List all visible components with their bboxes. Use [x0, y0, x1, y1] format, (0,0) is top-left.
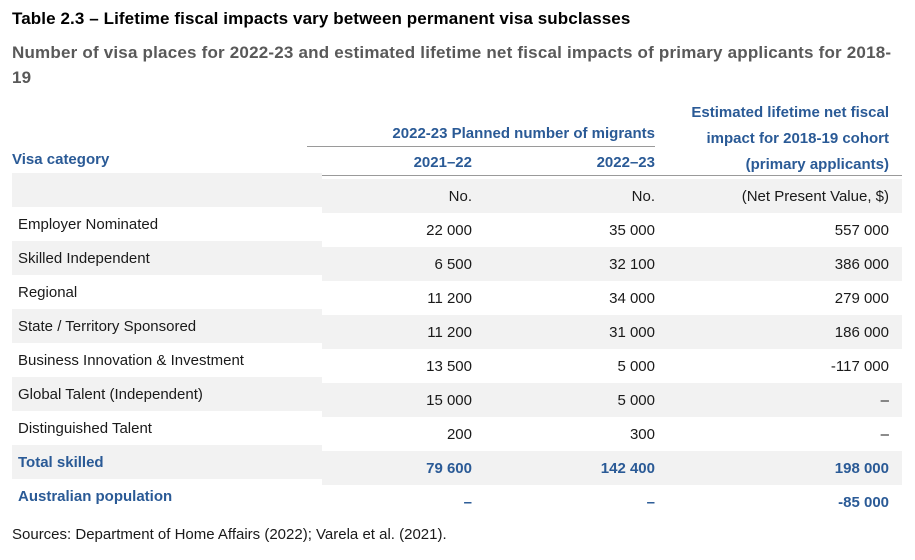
- visa-category-cell: State / Territory Sponsored: [12, 309, 322, 343]
- units-cell: No.: [472, 179, 655, 213]
- source-note: Sources: Department of Home Affairs (202…: [12, 526, 447, 543]
- units-row: No. No. (Net Present Value, $): [12, 173, 902, 213]
- value-cell: 5 000: [472, 383, 655, 417]
- visa-category-cell: Distinguished Talent: [18, 419, 152, 437]
- value-cell: 22 000: [426, 221, 472, 239]
- visa-category-header: Visa category: [12, 151, 110, 168]
- value-cell: 11 200: [322, 315, 472, 349]
- value-cell: 31 000: [472, 315, 655, 349]
- visa-category-cell: Skilled Independent: [12, 241, 322, 275]
- visa-category-cell: Global Talent (Independent): [12, 377, 322, 411]
- value-cell: 186 000: [655, 315, 902, 349]
- value-cell: 11 200: [427, 289, 472, 307]
- value-cell: 79 600: [322, 451, 472, 485]
- value-cell: -117 000: [830, 357, 889, 375]
- fiscal-header-line: Estimated lifetime net fiscal: [691, 104, 889, 121]
- table-row: Regional 11 200 34 000 279 000: [12, 278, 902, 312]
- year-2021-22-header: 2021–22: [413, 154, 472, 171]
- table-row: Global Talent (Independent) 15 000 5 000…: [12, 377, 902, 417]
- fiscal-impact-header: Estimated lifetime net fiscal impact for…: [640, 100, 889, 178]
- visa-category-cell: Total skilled: [12, 445, 322, 479]
- visa-category-cell: Employer Nominated: [18, 215, 159, 233]
- header-divider: [12, 175, 902, 176]
- value-cell: 300: [629, 425, 655, 443]
- value-cell: 32 100: [472, 247, 655, 281]
- table-subtitle: Number of visa places for 2022-23 and es…: [12, 43, 892, 87]
- value-cell: 5 000: [617, 357, 655, 375]
- value-cell: 386 000: [655, 247, 902, 281]
- visa-category-cell: Australian population: [18, 487, 173, 505]
- value-cell: -85 000: [838, 493, 889, 511]
- visa-fiscal-table: No. No. (Net Present Value, $) Employer …: [12, 173, 902, 516]
- table-row: Business Innovation & Investment 13 500 …: [12, 346, 902, 380]
- table-row: Skilled Independent 6 500 32 100 386 000: [12, 241, 902, 281]
- fiscal-header-line: impact for 2018-19 cohort: [706, 130, 889, 147]
- visa-category-cell: Regional: [18, 283, 78, 301]
- table-title: Table 2.3 – Lifetime fiscal impacts vary…: [12, 9, 631, 28]
- fiscal-header-line: (primary applicants): [745, 156, 889, 173]
- value-cell: 34 000: [609, 289, 655, 307]
- value-cell: –: [880, 425, 889, 443]
- planned-migrants-group-header: 2022-23 Planned number of migrants: [307, 125, 655, 147]
- value-cell: 15 000: [322, 383, 472, 417]
- value-cell: –: [655, 383, 902, 417]
- value-cell: 279 000: [834, 289, 889, 307]
- units-cell: No.: [322, 179, 472, 213]
- value-cell: 13 500: [426, 357, 472, 375]
- year-2022-23-header: 2022–23: [596, 154, 655, 171]
- value-cell: –: [463, 493, 472, 511]
- total-skilled-row: Total skilled 79 600 142 400 198 000: [12, 445, 902, 485]
- australian-population-row: Australian population – – -85 000: [12, 482, 902, 516]
- value-cell: 35 000: [609, 221, 655, 239]
- table-row: Employer Nominated 22 000 35 000 557 000: [12, 210, 902, 244]
- table-row: Distinguished Talent 200 300 –: [12, 414, 902, 448]
- visa-category-cell: Business Innovation & Investment: [18, 351, 244, 369]
- value-cell: 557 000: [834, 221, 889, 239]
- value-cell: –: [646, 493, 655, 511]
- value-cell: 6 500: [322, 247, 472, 281]
- units-cell: (Net Present Value, $): [655, 179, 902, 213]
- value-cell: 200: [446, 425, 472, 443]
- value-cell: 142 400: [472, 451, 655, 485]
- value-cell: 198 000: [655, 451, 902, 485]
- table-row: State / Territory Sponsored 11 200 31 00…: [12, 309, 902, 349]
